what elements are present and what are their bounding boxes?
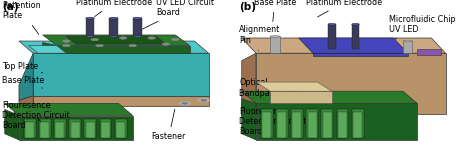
Text: Flouresence
Detection Circuit
Board: Flouresence Detection Circuit Board xyxy=(2,101,70,130)
Polygon shape xyxy=(352,24,359,49)
Polygon shape xyxy=(242,53,256,119)
Text: (a): (a) xyxy=(2,2,19,12)
Ellipse shape xyxy=(328,23,336,25)
Polygon shape xyxy=(242,38,446,53)
Polygon shape xyxy=(277,112,286,138)
Circle shape xyxy=(63,44,70,47)
Circle shape xyxy=(201,99,207,101)
Polygon shape xyxy=(5,109,19,140)
Polygon shape xyxy=(5,103,133,116)
Ellipse shape xyxy=(270,36,280,37)
Text: Alignment
Pin: Alignment Pin xyxy=(239,25,281,50)
Polygon shape xyxy=(55,122,64,138)
Circle shape xyxy=(182,102,188,104)
Polygon shape xyxy=(262,112,271,138)
Circle shape xyxy=(162,43,170,45)
Polygon shape xyxy=(116,122,125,138)
Text: UV LED Circuit
Board: UV LED Circuit Board xyxy=(142,0,214,29)
Polygon shape xyxy=(19,85,209,96)
Polygon shape xyxy=(71,122,80,138)
Polygon shape xyxy=(308,112,317,138)
Text: Platinum Electrode: Platinum Electrode xyxy=(76,0,152,17)
Polygon shape xyxy=(261,109,273,138)
Polygon shape xyxy=(338,112,347,138)
Polygon shape xyxy=(256,53,446,114)
Polygon shape xyxy=(306,109,318,138)
Polygon shape xyxy=(43,35,190,46)
Text: (b): (b) xyxy=(239,2,256,12)
Polygon shape xyxy=(100,119,111,138)
Text: Base Plate: Base Plate xyxy=(2,76,45,88)
Polygon shape xyxy=(28,46,66,53)
Text: Fastener: Fastener xyxy=(152,109,186,141)
Polygon shape xyxy=(270,36,280,53)
Polygon shape xyxy=(57,46,190,53)
Polygon shape xyxy=(133,18,142,36)
Polygon shape xyxy=(40,122,49,138)
Polygon shape xyxy=(242,99,256,140)
Polygon shape xyxy=(66,36,166,44)
Circle shape xyxy=(63,40,70,42)
Text: Optical
Bandpass Filter: Optical Bandpass Filter xyxy=(239,78,301,98)
Polygon shape xyxy=(242,91,417,103)
Circle shape xyxy=(198,98,210,102)
Polygon shape xyxy=(417,49,441,55)
Polygon shape xyxy=(39,119,51,138)
Ellipse shape xyxy=(109,36,118,37)
Polygon shape xyxy=(24,119,36,138)
Circle shape xyxy=(129,44,137,47)
Text: Platinum Electrode: Platinum Electrode xyxy=(306,0,382,17)
Polygon shape xyxy=(86,18,94,36)
Ellipse shape xyxy=(403,40,412,42)
Polygon shape xyxy=(84,119,96,138)
Ellipse shape xyxy=(133,17,142,19)
Polygon shape xyxy=(328,24,336,49)
Ellipse shape xyxy=(352,23,359,25)
Polygon shape xyxy=(33,96,209,106)
Circle shape xyxy=(179,101,191,105)
Polygon shape xyxy=(323,112,332,138)
Polygon shape xyxy=(299,38,408,53)
Polygon shape xyxy=(109,18,118,36)
Text: Microfluidic Chip
UV LED: Microfluidic Chip UV LED xyxy=(389,15,456,41)
Polygon shape xyxy=(101,122,110,138)
Polygon shape xyxy=(353,112,362,138)
Ellipse shape xyxy=(86,17,94,19)
Polygon shape xyxy=(292,112,301,138)
Polygon shape xyxy=(19,116,133,140)
Text: Top Plate: Top Plate xyxy=(2,62,43,73)
Polygon shape xyxy=(115,119,127,138)
Polygon shape xyxy=(256,82,332,91)
Polygon shape xyxy=(256,103,417,140)
Polygon shape xyxy=(337,109,348,138)
Polygon shape xyxy=(19,53,33,100)
Polygon shape xyxy=(291,109,303,138)
Polygon shape xyxy=(19,41,209,53)
Polygon shape xyxy=(321,109,333,138)
Polygon shape xyxy=(313,53,408,56)
Polygon shape xyxy=(43,43,57,53)
Polygon shape xyxy=(352,109,364,138)
Text: Fluoresence
Detection Circuit
Board: Fluoresence Detection Circuit Board xyxy=(239,107,307,136)
Polygon shape xyxy=(403,41,412,53)
Polygon shape xyxy=(86,122,95,138)
Polygon shape xyxy=(54,119,66,138)
Polygon shape xyxy=(270,91,332,103)
Ellipse shape xyxy=(133,36,142,37)
Polygon shape xyxy=(276,109,288,138)
Polygon shape xyxy=(33,53,209,96)
Circle shape xyxy=(172,38,179,41)
Polygon shape xyxy=(25,122,34,138)
Circle shape xyxy=(91,38,99,41)
Circle shape xyxy=(119,37,127,39)
Polygon shape xyxy=(69,119,81,138)
Text: Base Plate: Base Plate xyxy=(254,0,296,22)
Ellipse shape xyxy=(86,36,94,37)
Polygon shape xyxy=(19,96,33,111)
Circle shape xyxy=(96,44,103,47)
Ellipse shape xyxy=(109,17,118,19)
Text: Retention
Plate: Retention Plate xyxy=(2,1,41,34)
Circle shape xyxy=(148,37,155,39)
